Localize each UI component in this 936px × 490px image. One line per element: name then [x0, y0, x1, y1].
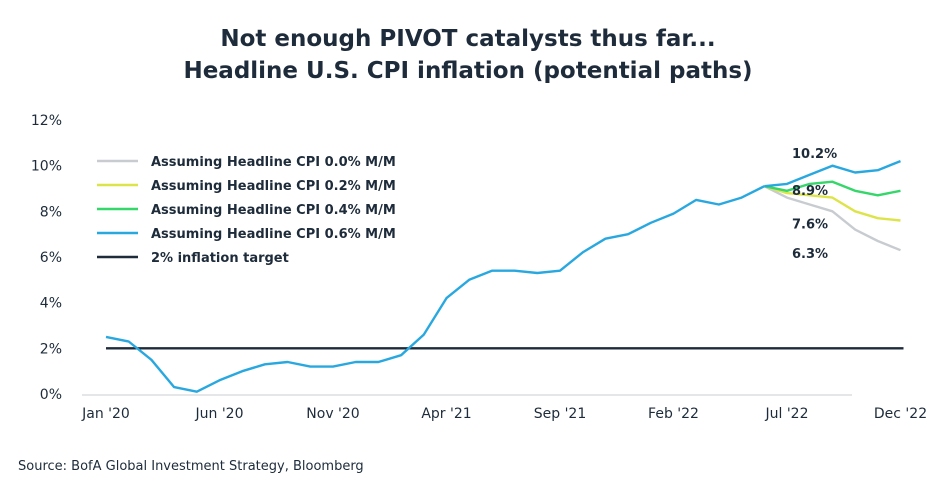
x-tick-label: Nov '20: [306, 406, 359, 422]
y-tick-label: 12%: [31, 113, 62, 129]
plot-area: [105, 159, 904, 393]
x-tick-label: Jan '20: [81, 406, 130, 422]
chart-title: Not enough PIVOT catalysts thus far...: [220, 26, 716, 52]
legend-label: Assuming Headline CPI 0.4% M/M: [151, 203, 396, 218]
y-tick-label: 0%: [40, 387, 62, 403]
series-line-0: [763, 185, 901, 252]
y-tick-label: 8%: [40, 204, 62, 220]
legend-label: Assuming Headline CPI 0.2% M/M: [151, 179, 396, 194]
series-line-2: [764, 180, 901, 197]
end-labels: 6.3% 7.6% 8.9% 10.2%: [792, 147, 837, 262]
chart-subtitle: Headline U.S. CPI inflation (potential p…: [183, 58, 753, 84]
y-tick-label: 4%: [40, 296, 62, 312]
x-axis: Jan '20 Jun '20 Nov '20 Apr '21 Sep '21 Feb '…: [81, 406, 927, 422]
legend: Assuming Headline CPI 0.0% M/M Assuming H…: [97, 155, 396, 266]
x-tick-label: Sep '21: [534, 406, 587, 422]
end-label-3: 10.2%: [792, 147, 837, 162]
legend-label: Assuming Headline CPI 0.6% M/M: [151, 227, 396, 242]
y-axis: 0% 2% 4% 6% 8% 10% 12%: [31, 113, 62, 403]
x-tick-label: Feb '22: [648, 406, 699, 422]
y-tick-label: 10%: [31, 159, 62, 175]
end-label-0: 6.3%: [792, 247, 828, 262]
y-tick-label: 2%: [40, 341, 62, 357]
history-line: [105, 185, 765, 393]
line-chart: 0% 2% 4% 6% 8% 10% 12% Jan '20 Jun '20 Nov '20 Ap…: [31, 113, 927, 422]
series-line-3: [764, 159, 901, 188]
x-tick-label: Apr '21: [421, 406, 471, 422]
y-tick-label: 6%: [40, 250, 62, 266]
x-tick-label: Jul '22: [764, 406, 808, 422]
legend-label: Assuming Headline CPI 0.0% M/M: [151, 155, 396, 170]
x-tick-label: Jun '20: [195, 406, 244, 422]
end-label-2: 8.9%: [792, 184, 828, 199]
legend-label: 2% inflation target: [151, 251, 289, 266]
series-line-1: [763, 185, 901, 222]
end-label-1: 7.6%: [792, 217, 828, 232]
source-note: Source: BofA Global Investment Strategy,…: [18, 459, 364, 474]
x-tick-label: Dec '22: [874, 406, 927, 422]
